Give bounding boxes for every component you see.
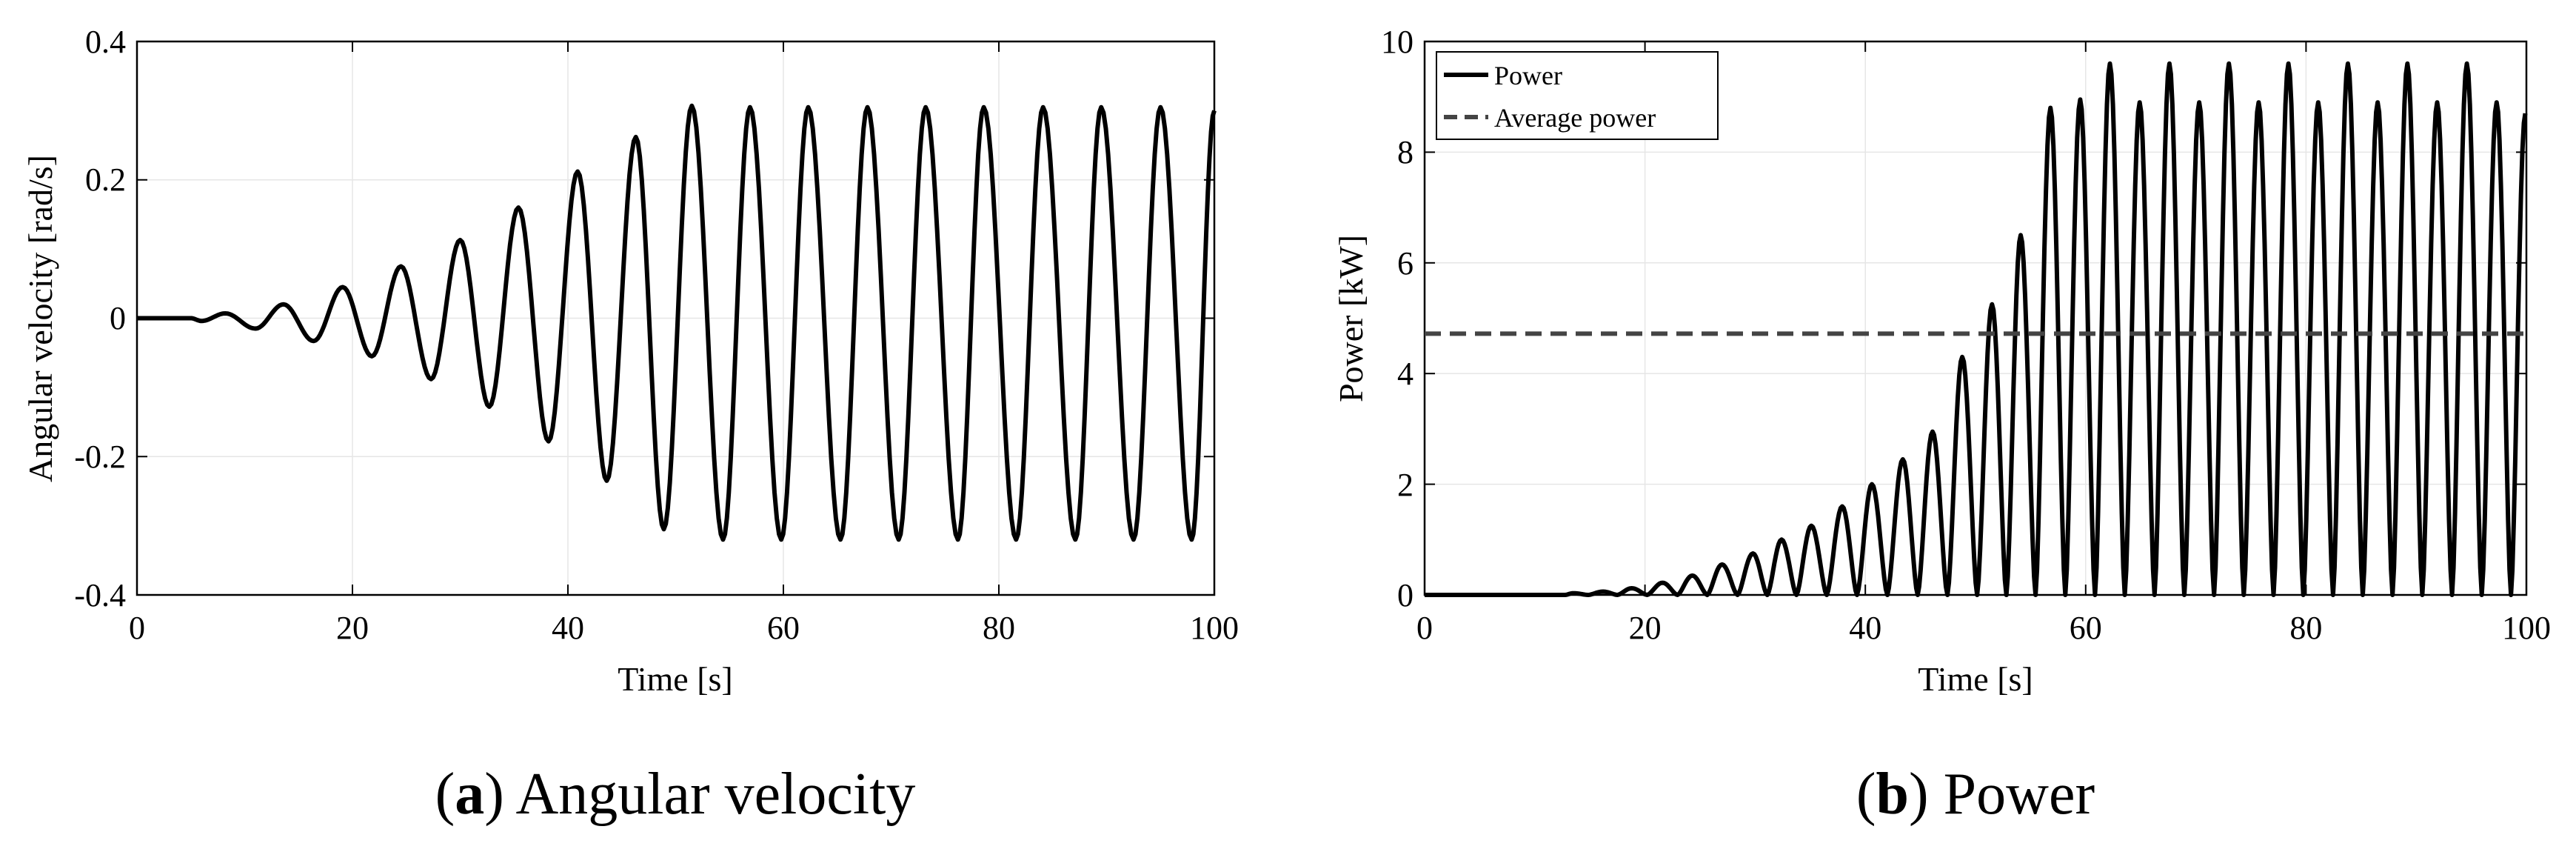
legend-label-power: Power xyxy=(1494,61,1562,90)
caption: (b) Power xyxy=(1856,762,2095,827)
x-tick-label: 20 xyxy=(1629,610,1662,646)
caption-close-paren: ) xyxy=(1909,762,1944,827)
x-tick-labels: 0 20 40 60 80 100 xyxy=(129,610,1239,646)
angular-velocity-chart: 0 20 40 60 80 100 -0.4 -0.2 0 0.2 0.4 Ti… xyxy=(21,24,1239,827)
x-tick-label: 0 xyxy=(1416,610,1433,646)
y-tick-label: -0.4 xyxy=(74,577,126,613)
x-tick-label: 40 xyxy=(552,610,584,646)
caption-text: Angular velocity xyxy=(516,762,916,827)
x-tick-label: 80 xyxy=(2289,610,2322,646)
x-tick-label: 60 xyxy=(767,610,800,646)
series-line-angular-velocity xyxy=(137,103,1217,542)
series-line-power xyxy=(1425,61,2528,597)
x-tick-label: 20 xyxy=(336,610,369,646)
y-tick-label: 6 xyxy=(1397,245,1414,282)
x-tick-label: 40 xyxy=(1849,610,1881,646)
x-tick-label: 60 xyxy=(2070,610,2102,646)
y-tick-label: 0.4 xyxy=(85,24,126,60)
caption: (a) Angular velocity xyxy=(435,762,916,827)
caption-close-paren: ) xyxy=(484,762,515,827)
y-axis-label: Angular velocity [rad/s] xyxy=(21,155,59,482)
legend-box xyxy=(1436,51,1719,140)
y-tick-labels: 0 2 4 6 8 10 xyxy=(1381,24,1414,613)
caption-open-paren: ( xyxy=(435,762,455,827)
y-tick-label: -0.2 xyxy=(74,439,126,475)
y-tick-label: 4 xyxy=(1397,356,1414,392)
x-tick-label: 100 xyxy=(1190,610,1239,646)
y-tick-label: 0 xyxy=(1397,577,1414,613)
series-group xyxy=(1425,61,2528,597)
power-chart: 0 20 40 60 80 100 0 2 4 6 8 10 Time [s] … xyxy=(1332,24,2551,827)
caption-open-paren: ( xyxy=(1856,762,1876,827)
x-axis-label: Time [s] xyxy=(1918,660,2033,698)
y-tick-labels: -0.4 -0.2 0 0.2 0.4 xyxy=(74,24,126,613)
caption-letter: a xyxy=(455,762,484,827)
y-axis-label: Power [kW] xyxy=(1332,235,1370,402)
y-tick-label: 8 xyxy=(1397,134,1414,170)
legend-label-average-power: Average power xyxy=(1494,103,1656,133)
x-tick-label: 100 xyxy=(2502,610,2551,646)
y-tick-label: 10 xyxy=(1381,24,1414,60)
x-tick-label: 80 xyxy=(983,610,1015,646)
series-group xyxy=(137,103,1217,542)
y-tick-label: 2 xyxy=(1397,467,1414,503)
legend: Power Average power xyxy=(1436,51,1719,140)
x-axis-label: Time [s] xyxy=(618,660,733,698)
y-tick-label: 0.2 xyxy=(85,162,126,198)
x-tick-labels: 0 20 40 60 80 100 xyxy=(1416,610,2551,646)
x-tick-label: 0 xyxy=(129,610,145,646)
y-tick-label: 0 xyxy=(110,300,126,336)
caption-letter: b xyxy=(1876,762,1910,827)
caption-text: Power xyxy=(1944,762,2095,827)
